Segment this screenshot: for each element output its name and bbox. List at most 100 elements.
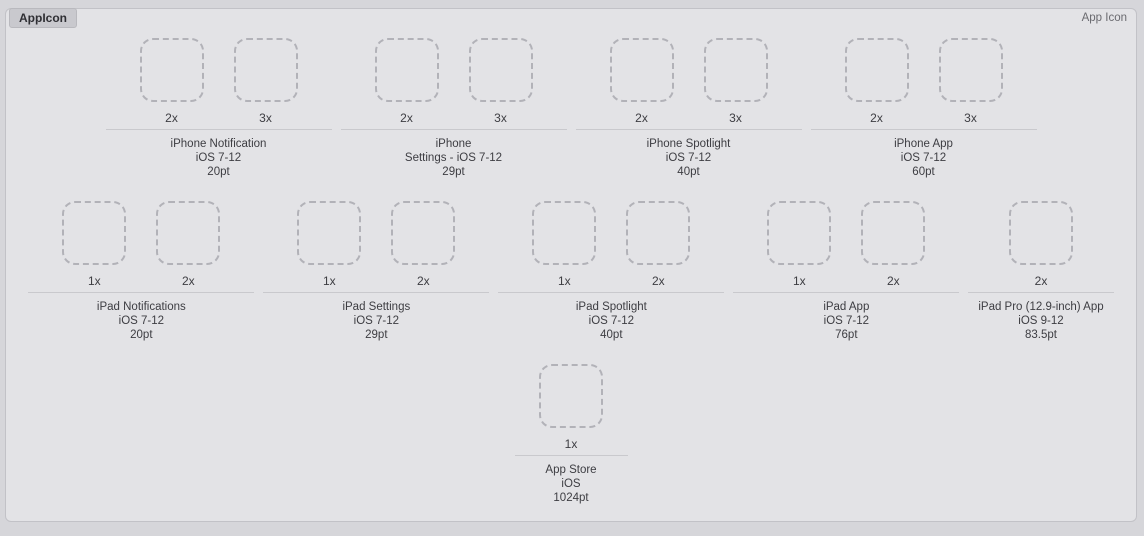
- group-divider: [105, 129, 332, 130]
- icon-slot-group: 1x 2x iPad Settings iOS 7-12 29pt: [263, 201, 490, 342]
- caption-line: iPad Notifications: [96, 301, 186, 313]
- icon-slot-group: 1x 2x iPad Spotlight iOS 7-12 40pt: [498, 201, 725, 342]
- slot-scale-label: 2x: [635, 111, 648, 125]
- caption-line: iPhone Spotlight: [646, 138, 731, 150]
- slot-scale-label: 2x: [165, 111, 178, 125]
- caption-line: iOS 7-12: [900, 152, 947, 164]
- icon-drop-well[interactable]: [139, 38, 204, 102]
- caption-line: iPad Spotlight: [575, 301, 647, 313]
- caption-line: iOS 7-12: [195, 152, 242, 164]
- appicon-tab[interactable]: AppIcon: [9, 8, 77, 28]
- group-divider: [968, 292, 1114, 293]
- icon-drop-well[interactable]: [156, 201, 221, 265]
- slot-row: 2x 3x iPhone Notification iOS 7-12 20pt 2x…: [105, 38, 1037, 179]
- icon-slot: 2x: [626, 201, 691, 288]
- icon-slot: 1x: [767, 201, 832, 288]
- icon-slot: 1x: [532, 201, 597, 288]
- icon-slot: 2x: [139, 38, 204, 125]
- group-slots: 2x 3x: [844, 38, 1003, 125]
- icon-slot-group: 1x App Store iOS 1024pt: [514, 364, 628, 505]
- icon-slot-group: 2x 3x iPhone Settings - iOS 7-12 29pt: [340, 38, 567, 179]
- group-divider: [28, 292, 255, 293]
- icon-drop-well[interactable]: [539, 364, 603, 428]
- slot-scale-label: 1x: [323, 274, 336, 288]
- slot-scale-label: 3x: [964, 111, 977, 125]
- group-slots: 1x 2x: [62, 201, 221, 288]
- caption-line: iOS 7-12: [353, 315, 400, 327]
- group-divider: [733, 292, 960, 293]
- slot-scale-label: 2x: [652, 274, 665, 288]
- caption-line: 76pt: [835, 329, 858, 341]
- icon-drop-well[interactable]: [297, 201, 362, 265]
- group-caption: iPhone Spotlight iOS 7-12 40pt: [637, 137, 741, 179]
- icon-drop-well[interactable]: [938, 38, 1003, 102]
- slot-scale-label: 2x: [182, 274, 195, 288]
- icon-slot: 1x: [539, 364, 603, 451]
- slot-scale-label: 2x: [417, 274, 430, 288]
- icon-drop-well[interactable]: [374, 38, 439, 102]
- slot-scale-label: 1x: [558, 274, 571, 288]
- slot-row: 1x 2x iPad Notifications iOS 7-12 20pt 1x …: [28, 201, 1114, 342]
- group-slots: 2x 3x: [609, 38, 768, 125]
- group-slots: 2x 3x: [374, 38, 533, 125]
- icon-slot: 3x: [468, 38, 533, 125]
- group-caption: iPad Spotlight iOS 7-12 40pt: [566, 300, 657, 342]
- caption-line: iPhone Notification: [170, 138, 267, 150]
- caption-line: 20pt: [130, 329, 153, 341]
- icon-drop-well[interactable]: [861, 201, 926, 265]
- group-caption: iPad App iOS 7-12 76pt: [813, 300, 879, 342]
- caption-line: iPad Pro (12.9-inch) App: [978, 301, 1104, 313]
- icon-drop-well[interactable]: [844, 38, 909, 102]
- icon-drop-well[interactable]: [767, 201, 832, 265]
- icon-slot-group: 2x 3x iPhone Spotlight iOS 7-12 40pt: [575, 38, 802, 179]
- icon-drop-well[interactable]: [391, 201, 456, 265]
- slot-scale-label: 1x: [88, 274, 101, 288]
- icon-slot: 2x: [861, 201, 926, 288]
- caption-line: iOS 7-12: [118, 315, 165, 327]
- slot-scale-label: 3x: [729, 111, 742, 125]
- group-slots: 1x 2x: [297, 201, 456, 288]
- icon-slot: 3x: [703, 38, 768, 125]
- icon-drop-well[interactable]: [532, 201, 597, 265]
- icon-slot-group: 2x 3x iPhone App iOS 7-12 60pt: [810, 38, 1037, 179]
- slot-scale-label: 2x: [870, 111, 883, 125]
- icon-drop-well[interactable]: [626, 201, 691, 265]
- icon-slot: 2x: [844, 38, 909, 125]
- caption-line: iOS 7-12: [823, 315, 870, 327]
- slot-scale-label: 3x: [259, 111, 272, 125]
- appicon-tab-label: AppIcon: [19, 11, 67, 25]
- icon-slot: 2x: [609, 38, 674, 125]
- icon-slot: 3x: [233, 38, 298, 125]
- slot-scale-label: 2x: [400, 111, 413, 125]
- asset-type-label: App Icon: [1081, 12, 1127, 24]
- icon-drop-well[interactable]: [468, 38, 533, 102]
- caption-line: iOS 7-12: [665, 152, 712, 164]
- group-caption: iPhone Notification iOS 7-12 20pt: [161, 137, 277, 179]
- caption-line: iPhone App: [894, 138, 953, 150]
- group-slots: 2x: [1008, 201, 1073, 288]
- group-slots: 2x 3x: [139, 38, 298, 125]
- icon-drop-well[interactable]: [1008, 201, 1073, 265]
- icon-slot-group: 2x iPad Pro (12.9-inch) App iOS 9-12 83.5p…: [968, 201, 1114, 342]
- icon-slot: 1x: [62, 201, 127, 288]
- slot-scale-label: 1x: [793, 274, 806, 288]
- caption-line: iPad Settings: [342, 301, 411, 313]
- group-slots: 1x 2x: [532, 201, 691, 288]
- caption-line: 40pt: [677, 166, 700, 178]
- icon-slot-rows: 2x 3x iPhone Notification iOS 7-12 20pt 2x…: [6, 9, 1136, 505]
- group-slots: 1x: [539, 364, 603, 451]
- icon-slot-group: 1x 2x iPad App iOS 7-12 76pt: [733, 201, 960, 342]
- icon-slot-group: 1x 2x iPad Notifications iOS 7-12 20pt: [28, 201, 255, 342]
- group-caption: iPhone App iOS 7-12 60pt: [884, 137, 963, 179]
- group-divider: [575, 129, 802, 130]
- icon-drop-well[interactable]: [609, 38, 674, 102]
- icon-drop-well[interactable]: [62, 201, 127, 265]
- icon-slot: 2x: [156, 201, 221, 288]
- icon-drop-well[interactable]: [233, 38, 298, 102]
- caption-line: 20pt: [207, 166, 230, 178]
- appicon-asset-panel: AppIcon App Icon 2x 3x iPhone Notificati…: [5, 8, 1137, 522]
- icon-drop-well[interactable]: [703, 38, 768, 102]
- group-caption: App Store iOS 1024pt: [535, 463, 606, 505]
- group-caption: iPad Notifications iOS 7-12 20pt: [87, 300, 196, 342]
- caption-line: iOS 7-12: [588, 315, 635, 327]
